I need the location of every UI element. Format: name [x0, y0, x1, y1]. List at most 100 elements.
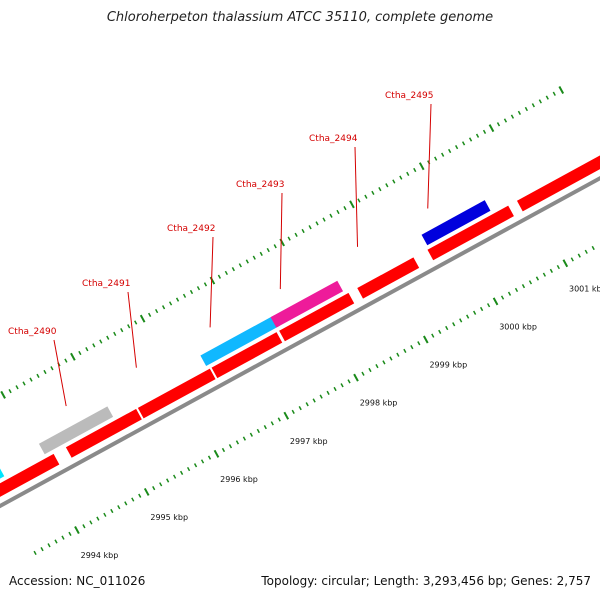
- scale-label: 3001 kbp: [569, 284, 600, 293]
- major-tick: [353, 373, 359, 382]
- gene-block-blue-highlight: [421, 196, 486, 235]
- cds-block-highlight: [279, 289, 349, 331]
- gene-block-cyan: [0, 468, 5, 479]
- minor-tick: [577, 253, 581, 258]
- gene-leader-line: [209, 236, 214, 328]
- cds-block-body: [0, 453, 60, 497]
- minor-tick: [329, 213, 333, 218]
- minor-tick: [161, 305, 166, 310]
- major-tick: [562, 259, 569, 268]
- minor-tick: [357, 198, 361, 203]
- major-tick: [422, 335, 429, 344]
- cds-block-body: [516, 155, 600, 212]
- minor-tick: [368, 367, 372, 373]
- minor-tick: [343, 206, 347, 211]
- minor-tick: [242, 436, 247, 441]
- cds-block: [65, 405, 142, 458]
- gene-block-cyan-body: [0, 468, 5, 479]
- minor-tick: [552, 91, 556, 96]
- cds-block: [0, 450, 60, 497]
- minor-tick: [200, 459, 205, 464]
- major-tick: [213, 449, 220, 458]
- minor-tick: [312, 398, 316, 403]
- minor-tick: [448, 148, 452, 154]
- cds-block-highlight: [357, 253, 414, 289]
- minor-tick: [182, 293, 187, 298]
- minor-tick: [479, 306, 484, 312]
- minor-tick: [364, 194, 368, 199]
- minor-tick: [538, 99, 542, 104]
- minor-tick: [545, 95, 549, 100]
- gene-block-blue: [421, 196, 491, 246]
- minor-tick: [454, 145, 459, 150]
- minor-tick: [417, 341, 421, 346]
- minor-tick: [134, 320, 138, 325]
- accession-text: Accession: NC_011026: [9, 574, 146, 588]
- cds-block: [357, 253, 420, 299]
- minor-tick: [298, 405, 302, 411]
- gene-leader-line: [127, 291, 137, 368]
- minor-tick: [113, 331, 117, 337]
- cds-block-highlight: [427, 201, 509, 250]
- minor-tick: [361, 371, 365, 376]
- minor-tick: [173, 474, 177, 479]
- minor-tick: [168, 301, 173, 306]
- minor-tick: [475, 133, 480, 138]
- scale-label: 2995 kbp: [150, 513, 188, 522]
- gene-block-magenta-highlight: [270, 277, 338, 318]
- minor-tick: [47, 543, 51, 548]
- minor-tick: [396, 352, 400, 357]
- minor-tick: [347, 379, 351, 384]
- minor-tick: [375, 364, 379, 369]
- gene-labels: Ctha_2490 Ctha_2491 Ctha_2492 Ctha_2493 Ctha…: [8, 91, 433, 407]
- minor-tick: [413, 167, 417, 173]
- minor-tick: [148, 312, 152, 317]
- minor-tick: [556, 264, 560, 270]
- minor-tick: [333, 386, 337, 392]
- minor-tick: [510, 114, 515, 119]
- gene-block-magenta-body: [270, 280, 344, 328]
- minor-tick: [154, 308, 159, 314]
- minor-tick: [96, 516, 100, 521]
- minor-tick: [291, 409, 295, 415]
- minor-tick: [528, 280, 533, 285]
- minor-tick: [503, 118, 508, 123]
- minor-tick: [217, 274, 222, 279]
- gene-block-sky-highlight: [200, 311, 275, 356]
- topology-summary: Topology: circular; Length: 3,293,456 bp…: [261, 574, 591, 588]
- minor-tick: [124, 501, 128, 506]
- minor-tick: [378, 186, 382, 192]
- cds-block: [516, 152, 600, 212]
- minor-tick: [103, 512, 107, 517]
- scale-label: 2999 kbp: [429, 361, 467, 370]
- gene-leader-line: [279, 192, 283, 290]
- scale-label: 3000 kbp: [499, 322, 537, 331]
- minor-tick: [263, 425, 267, 430]
- minor-tick: [531, 103, 535, 108]
- minor-tick: [434, 156, 438, 161]
- scale-label: 2996 kbp: [220, 475, 258, 484]
- major-tick: [209, 276, 216, 285]
- minor-tick: [127, 324, 131, 329]
- cds-block-highlight: [516, 152, 600, 201]
- cds-block: [137, 365, 216, 419]
- minor-tick: [287, 236, 291, 241]
- minor-tick: [340, 383, 344, 388]
- minor-tick: [224, 270, 228, 276]
- minor-tick: [399, 175, 403, 180]
- minor-tick: [252, 255, 256, 260]
- minor-tick: [186, 466, 191, 472]
- gene-leader-line: [354, 146, 359, 247]
- minor-tick: [319, 394, 323, 399]
- minor-tick: [500, 295, 505, 300]
- minor-tick: [92, 343, 96, 348]
- minor-tick: [389, 356, 393, 361]
- map-title: Chloroherpeton thalassium ATCC 35110, co…: [106, 10, 494, 25]
- minor-tick: [294, 232, 298, 237]
- minor-tick: [64, 358, 68, 363]
- cds-block-highlight: [211, 328, 277, 368]
- minor-tick: [68, 531, 72, 536]
- gene-label: Ctha_2494: [309, 134, 358, 144]
- cds-block-highlight: [0, 450, 54, 484]
- genome-backbone: [0, 175, 600, 509]
